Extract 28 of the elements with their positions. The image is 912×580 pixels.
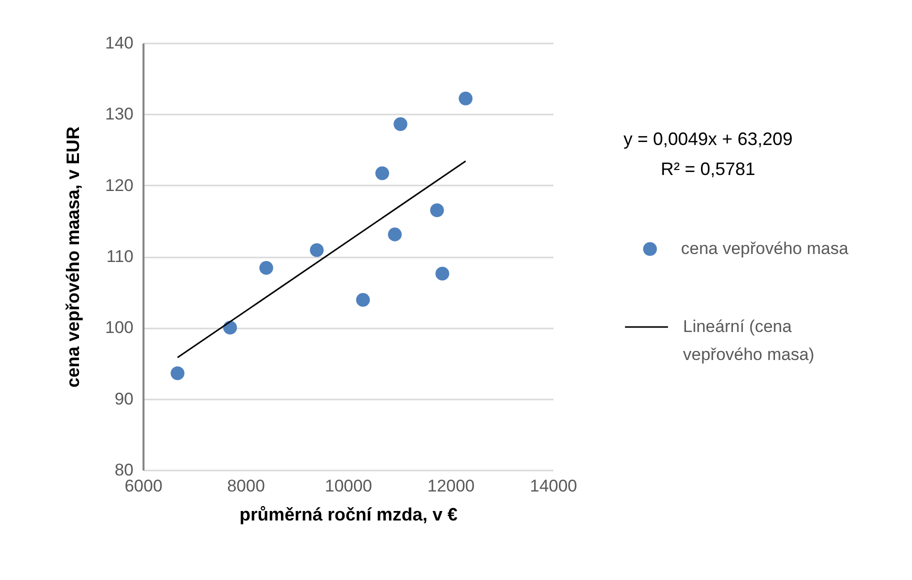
text: y = 0,0049x + 63,209 xyxy=(623,129,793,149)
y-axis-title: cena vepřového maasa, v EUR xyxy=(63,126,84,388)
x-tick-label: 12000 xyxy=(427,476,475,496)
x-tick-label: 8000 xyxy=(227,476,265,496)
point xyxy=(356,293,370,307)
legend-label: cena vepřového masa xyxy=(681,239,849,258)
y-tick-label: 120 xyxy=(105,176,134,195)
point xyxy=(170,366,184,380)
point xyxy=(430,203,444,218)
point xyxy=(375,166,390,180)
x-tick-label: 14000 xyxy=(530,476,578,496)
text: R² = 0,5781 xyxy=(660,159,756,179)
y-tick-label: 90 xyxy=(114,389,134,408)
point xyxy=(259,261,274,275)
x-tick-label: 10000 xyxy=(324,476,372,496)
point xyxy=(458,92,473,106)
point xyxy=(435,266,450,280)
point xyxy=(394,117,408,132)
point xyxy=(310,243,324,257)
y-tick-label: 130 xyxy=(105,104,134,124)
legend-label: Lineární (cena vepřového masa) xyxy=(683,317,814,364)
point xyxy=(388,228,402,242)
x-tick-label: 6000 xyxy=(124,476,162,496)
x-axis-title: průměrná roční mzda, v € xyxy=(239,504,458,524)
y-tick-label: 100 xyxy=(105,318,134,338)
y-tick-label: 110 xyxy=(106,247,134,266)
y-tick-label: 80 xyxy=(114,460,134,480)
y-tick-label: 140 xyxy=(105,34,134,52)
